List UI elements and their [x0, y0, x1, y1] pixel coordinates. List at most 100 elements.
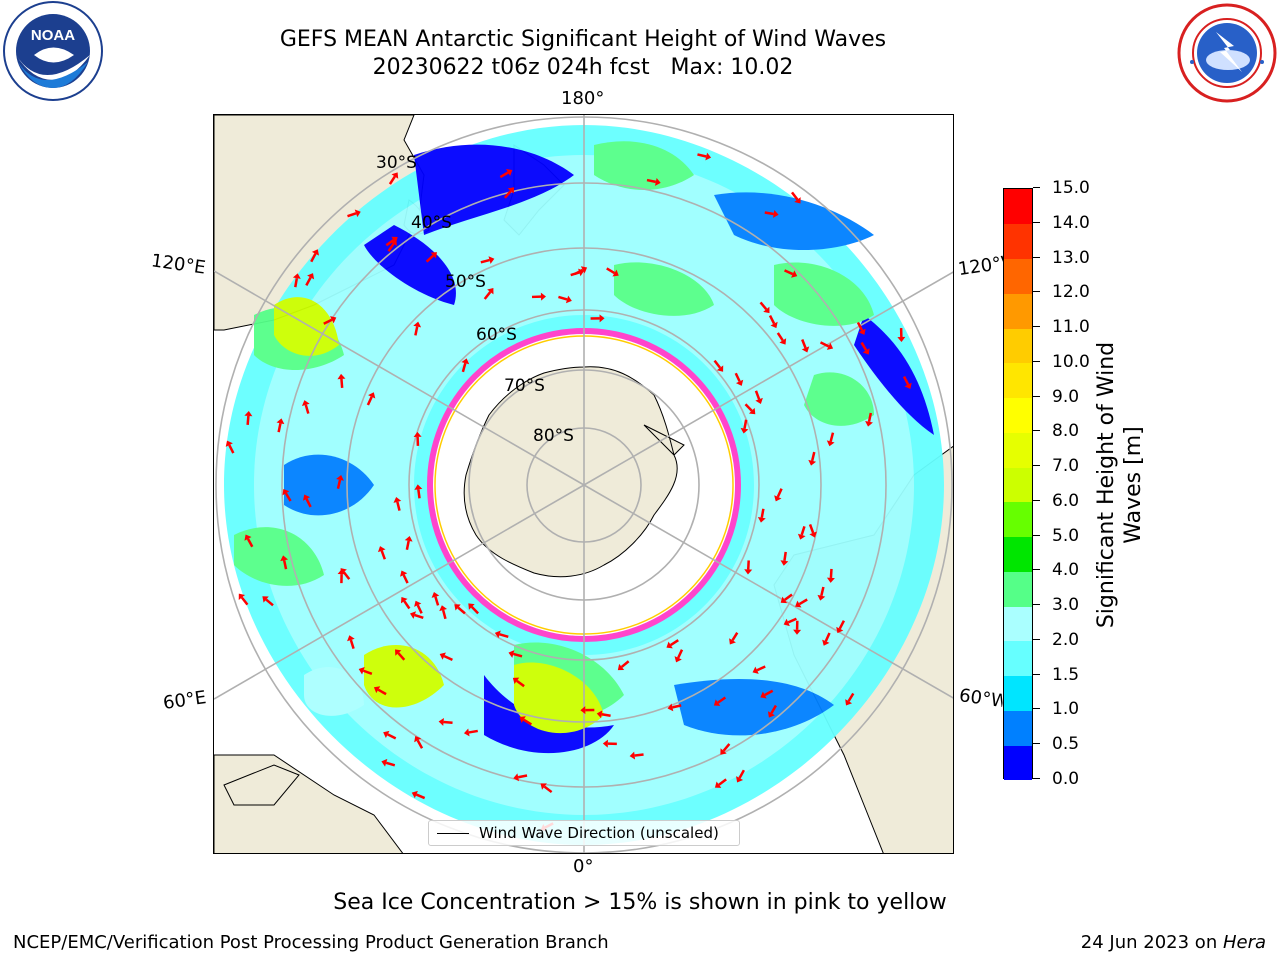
colorbar-tick-label: 6.0 — [1052, 490, 1080, 511]
wave-arrow — [756, 665, 766, 672]
wave-arrow — [764, 211, 774, 216]
wave-arrow — [470, 606, 480, 615]
wave-arrow — [570, 271, 580, 277]
wave-arrow — [620, 660, 630, 668]
land-madagascar — [223, 764, 300, 806]
colorbar — [1003, 188, 1033, 781]
lon-label-180: 180° — [561, 88, 605, 109]
wave-arrow — [800, 525, 806, 536]
chart-title: GEFS MEAN Antarctic Significant Height o… — [279, 27, 887, 52]
colorbar-tick-mark — [1033, 534, 1040, 536]
wave-arrow — [523, 718, 533, 726]
colorbar-tick-mark — [1033, 604, 1040, 606]
colorbar-tick-label: 1.0 — [1052, 699, 1080, 720]
wave-arrow-head — [720, 748, 727, 755]
wave-arrow — [744, 403, 753, 412]
lon-label-0: 0° — [573, 856, 594, 877]
wave-arrow-head — [674, 656, 682, 663]
colorbar-tick-label: 12.0 — [1052, 282, 1090, 303]
wave-arrow — [669, 639, 679, 647]
wave-arrow-head — [755, 397, 763, 404]
wave-arrow — [776, 488, 783, 498]
wave-arrow-head — [629, 751, 636, 760]
wave-arrow-head — [612, 269, 619, 277]
wave-arrow — [759, 301, 768, 311]
wave-arrow — [425, 254, 435, 263]
colorbar-tick-label: 13.0 — [1052, 247, 1090, 268]
wave-arrow — [838, 620, 846, 630]
wave-arrow — [402, 574, 409, 584]
colorbar-tick-label: 8.0 — [1052, 421, 1080, 442]
wave-arrow-head — [599, 314, 605, 323]
colorbar-tick-label: 2.0 — [1052, 629, 1080, 650]
wave-arrow-head — [713, 699, 721, 706]
colorbar-tick-mark — [1033, 638, 1040, 640]
wave-arrow-head — [292, 273, 301, 279]
wave-arrow-head — [865, 420, 873, 427]
wave-arrow — [366, 396, 373, 406]
wave-arrow — [902, 375, 910, 386]
colorbar-tick-label: 3.0 — [1052, 595, 1080, 616]
wave-arrow-head — [596, 710, 603, 719]
wave-arrow-head — [487, 288, 494, 295]
colorbar-tick-label: 4.0 — [1052, 560, 1080, 581]
wave-arrow — [380, 550, 386, 560]
wave-arrow-head — [808, 459, 817, 466]
wave-arrow-head — [461, 358, 470, 365]
wave-arrow-head — [411, 790, 418, 799]
wave-arrow-head — [904, 382, 912, 389]
wave-arrow-head — [580, 266, 588, 274]
wave-arrow-head — [797, 533, 806, 540]
colorbar-tick-label: 0.5 — [1052, 734, 1080, 755]
noaa-logo-text: NOAA — [31, 27, 75, 44]
wave-arrow-head — [667, 703, 674, 712]
land-antarctica — [463, 366, 685, 578]
wave-arrow — [362, 669, 373, 675]
wave-arrow — [388, 175, 396, 185]
wave-arrow-head — [744, 569, 753, 575]
colorbar-segment — [1004, 397, 1032, 433]
wave-arrow — [387, 733, 397, 740]
wave-arrow — [867, 412, 873, 423]
wave-arrow-head — [826, 440, 835, 447]
colorbar-segment — [1004, 189, 1032, 225]
lat-label-30s: 30°S — [376, 153, 417, 173]
wave-arrow-head — [302, 494, 311, 501]
wave-arrow-head — [413, 321, 422, 328]
wave-arrow — [787, 617, 797, 624]
wave-arrow — [387, 242, 395, 252]
colorbar-tick-mark — [1033, 221, 1040, 223]
wave-arrow-head — [431, 591, 440, 598]
wave-arrow — [829, 432, 835, 442]
wave-arrow-head — [748, 407, 756, 415]
footer-branch: NCEP/EMC/Verification Post Processing Pr… — [13, 932, 609, 953]
wave-arrow — [798, 598, 808, 606]
wave-arrow — [385, 761, 396, 767]
colorbar-segment — [1004, 745, 1032, 781]
meridians — [214, 115, 953, 853]
wave-arrow — [516, 679, 525, 688]
colorbar-tick-mark — [1033, 291, 1040, 293]
lon-label-120w: 120°W — [956, 252, 1006, 281]
wave-arrow-head — [794, 197, 801, 204]
wave-arrow — [282, 560, 288, 570]
wave-arrow-head — [507, 187, 515, 194]
wave-arrow — [414, 326, 419, 336]
colorbar-tick-mark — [1033, 708, 1040, 710]
wave-arrow-head — [494, 630, 501, 639]
wave-arrow-head — [307, 273, 315, 280]
colorbar-segment — [1004, 328, 1032, 364]
wave-arrow-head — [454, 604, 461, 611]
wave-arrow — [499, 633, 509, 639]
colorbar-segment — [1004, 223, 1032, 259]
wave-arrow — [829, 568, 833, 579]
wave-arrow-head — [238, 593, 246, 600]
polar-map[interactable]: 30°S 40°S 50°S 60°S 70°S 80°S Wind Wave … — [213, 114, 954, 854]
wave-arrow-head — [373, 686, 381, 694]
colorbar-segment — [1004, 467, 1032, 503]
lat-label-50s: 50°S — [445, 272, 486, 292]
wave-arrow-head — [377, 546, 386, 553]
chart-subtitle: 20230622 t06z 024h fcst Max: 10.02 — [372, 55, 794, 80]
colorbar-tick-label: 1.5 — [1052, 664, 1080, 685]
wave-arrow-head — [714, 781, 722, 788]
